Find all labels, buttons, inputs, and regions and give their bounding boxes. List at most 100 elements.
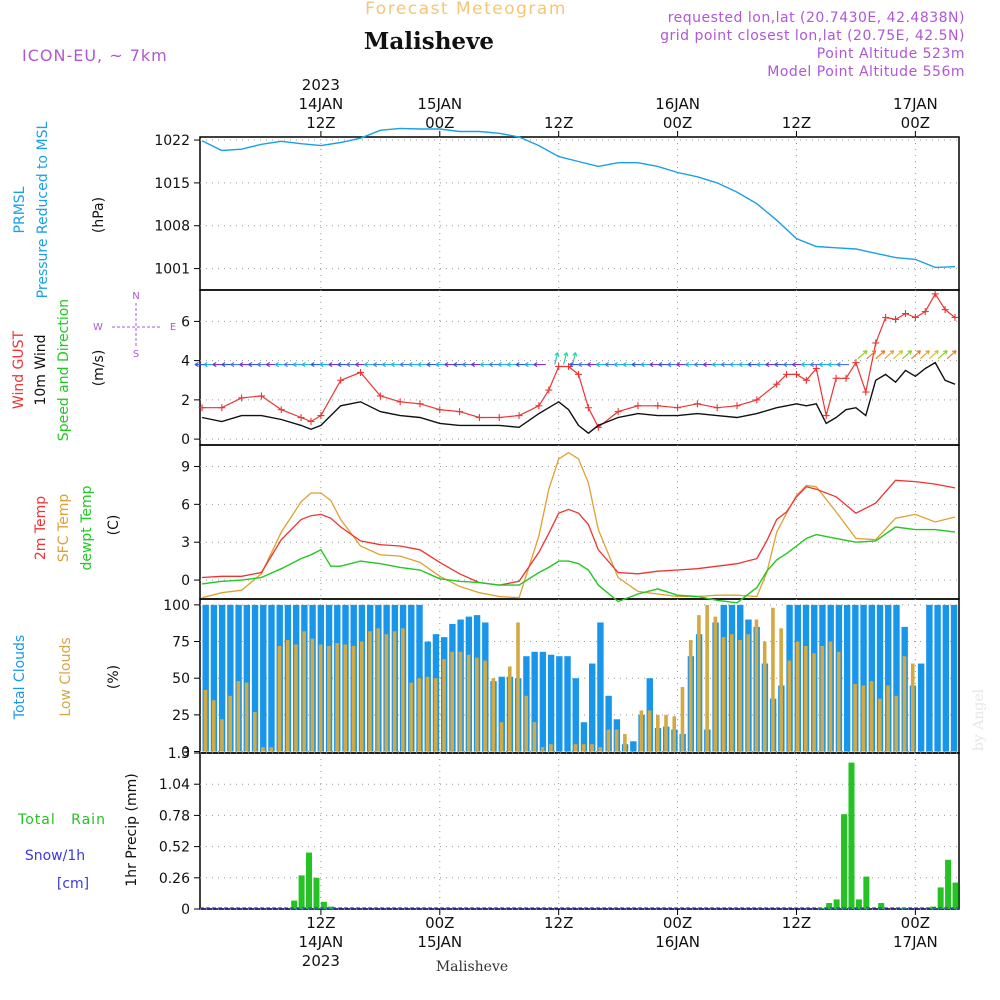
rain-bar [945, 859, 952, 909]
wind-arrow-head [266, 362, 271, 366]
gust-marker [733, 402, 741, 410]
bottom-time-label: 12Z [782, 914, 811, 932]
wind-arrow-head [301, 364, 306, 368]
bottom-time-label: 16JAN [655, 933, 700, 951]
wind-arrow-head [554, 352, 559, 356]
bottom-time-label: 00Z [663, 914, 692, 932]
wind-arrow-head [248, 362, 253, 366]
temp-title-line2: SFC Temp [56, 494, 72, 563]
low-cloud-bar [401, 628, 405, 752]
low-cloud-bar [655, 714, 660, 752]
wind-arrow-head [515, 364, 520, 368]
total-cloud-bar [630, 741, 637, 752]
gust-marker [674, 404, 682, 412]
total-cloud-bar [843, 604, 851, 752]
gust-marker [376, 392, 384, 400]
wind-arrow-head [524, 362, 529, 366]
top-time-label: 17JAN [893, 95, 938, 113]
wind-direction-arrow [866, 350, 877, 360]
wind-arrow-head [765, 364, 770, 368]
wind-arrow-head [328, 362, 333, 366]
wind-arrow-head [720, 364, 725, 368]
top-time-label: 14JAN [299, 95, 344, 113]
total-cloud-bar [408, 604, 415, 752]
low-cloud-bar [680, 687, 685, 752]
wind-arrow-head [909, 350, 913, 355]
low-cloud-bar [376, 628, 380, 752]
top-time-label: 12Z [782, 114, 811, 132]
wind-direction-arrow [563, 352, 569, 365]
wind-arrow-head [194, 362, 199, 366]
gust-marker [456, 408, 464, 416]
low-cloud-bar [269, 747, 274, 752]
wind-arrow-head [900, 350, 904, 355]
low-cloud-bar [590, 744, 594, 752]
wind-arrow-head [274, 362, 279, 366]
low-cloud-bar [713, 616, 718, 752]
bottom-time-label: 2023 [302, 952, 340, 970]
wind-arrow-shaft [572, 352, 577, 365]
wind-arrow-head [595, 364, 600, 368]
low-cloud-bar [318, 644, 323, 752]
low-cloud-bar [795, 641, 800, 752]
wind-arrow-head [435, 362, 440, 366]
low-cloud-bar [499, 722, 504, 752]
gust-marker [911, 313, 919, 321]
pressure-panel-frame [199, 136, 960, 291]
total-cloud-bar [268, 604, 275, 752]
wind-arrow-head [390, 364, 395, 368]
gust-marker [951, 313, 959, 321]
gust-marker [941, 306, 949, 314]
wind-arrow-head [444, 362, 449, 366]
wind-arrow-head [827, 362, 832, 366]
wind-ytick-label: 2 [181, 393, 190, 409]
low-cloud-bar [442, 659, 446, 752]
low-cloud-bar [639, 710, 644, 752]
total-cloud-bar [498, 676, 505, 752]
total-cloud-bar [868, 604, 876, 752]
pressure-title-line1: PRMSL [12, 186, 28, 233]
compass-east: E [170, 322, 176, 333]
wind-arrow-head [927, 350, 930, 355]
temp-ytick-label: 6 [181, 497, 190, 513]
gust-marker [475, 414, 483, 422]
gust-marker [198, 404, 206, 412]
compass-south: S [133, 349, 139, 360]
clouds-ytick-label: 100 [163, 598, 190, 614]
wind-arrow-head [417, 364, 422, 368]
rain-bar [937, 887, 944, 909]
wind-arrow-head [801, 362, 806, 366]
gust-marker [892, 315, 900, 323]
wind-arrow-head [426, 364, 431, 368]
wind-direction-arrow [875, 350, 886, 360]
wind-arrow-head [515, 362, 520, 366]
gust-marker [773, 380, 781, 388]
low-cloud-bar [483, 660, 487, 752]
top-time-label: 12Z [306, 114, 335, 132]
gust-marker [277, 406, 285, 414]
total-cloud-bar [251, 604, 259, 752]
gust-marker [812, 364, 820, 372]
wind-arrow-head [346, 362, 351, 366]
wind-arrow-shaft [911, 350, 921, 360]
low-cloud-bar [261, 747, 265, 752]
wind-arrow-shaft [928, 350, 939, 360]
low-cloud-bar [623, 733, 627, 752]
wind-arrow-head [399, 364, 404, 368]
wind-arrow-head [373, 362, 378, 366]
temp-ytick-label: 0 [181, 573, 190, 589]
wind-arrow-head [891, 350, 895, 355]
wind-direction-arrow [937, 350, 948, 360]
wind-arrow-shaft [857, 350, 868, 360]
wind-arrow-head [604, 362, 609, 366]
low-cloud-bar [516, 622, 520, 752]
low-cloud-bar [392, 631, 397, 752]
total-cloud-bar [950, 604, 958, 752]
clouds-unit: (%) [106, 665, 122, 689]
precip-axis-title: 1hr Precip (mm) [124, 773, 140, 886]
wind-arrow-shaft [884, 350, 895, 360]
low-cloud-bar [491, 678, 496, 752]
wind-arrow-head [557, 352, 560, 357]
low-cloud-bar [746, 634, 751, 752]
